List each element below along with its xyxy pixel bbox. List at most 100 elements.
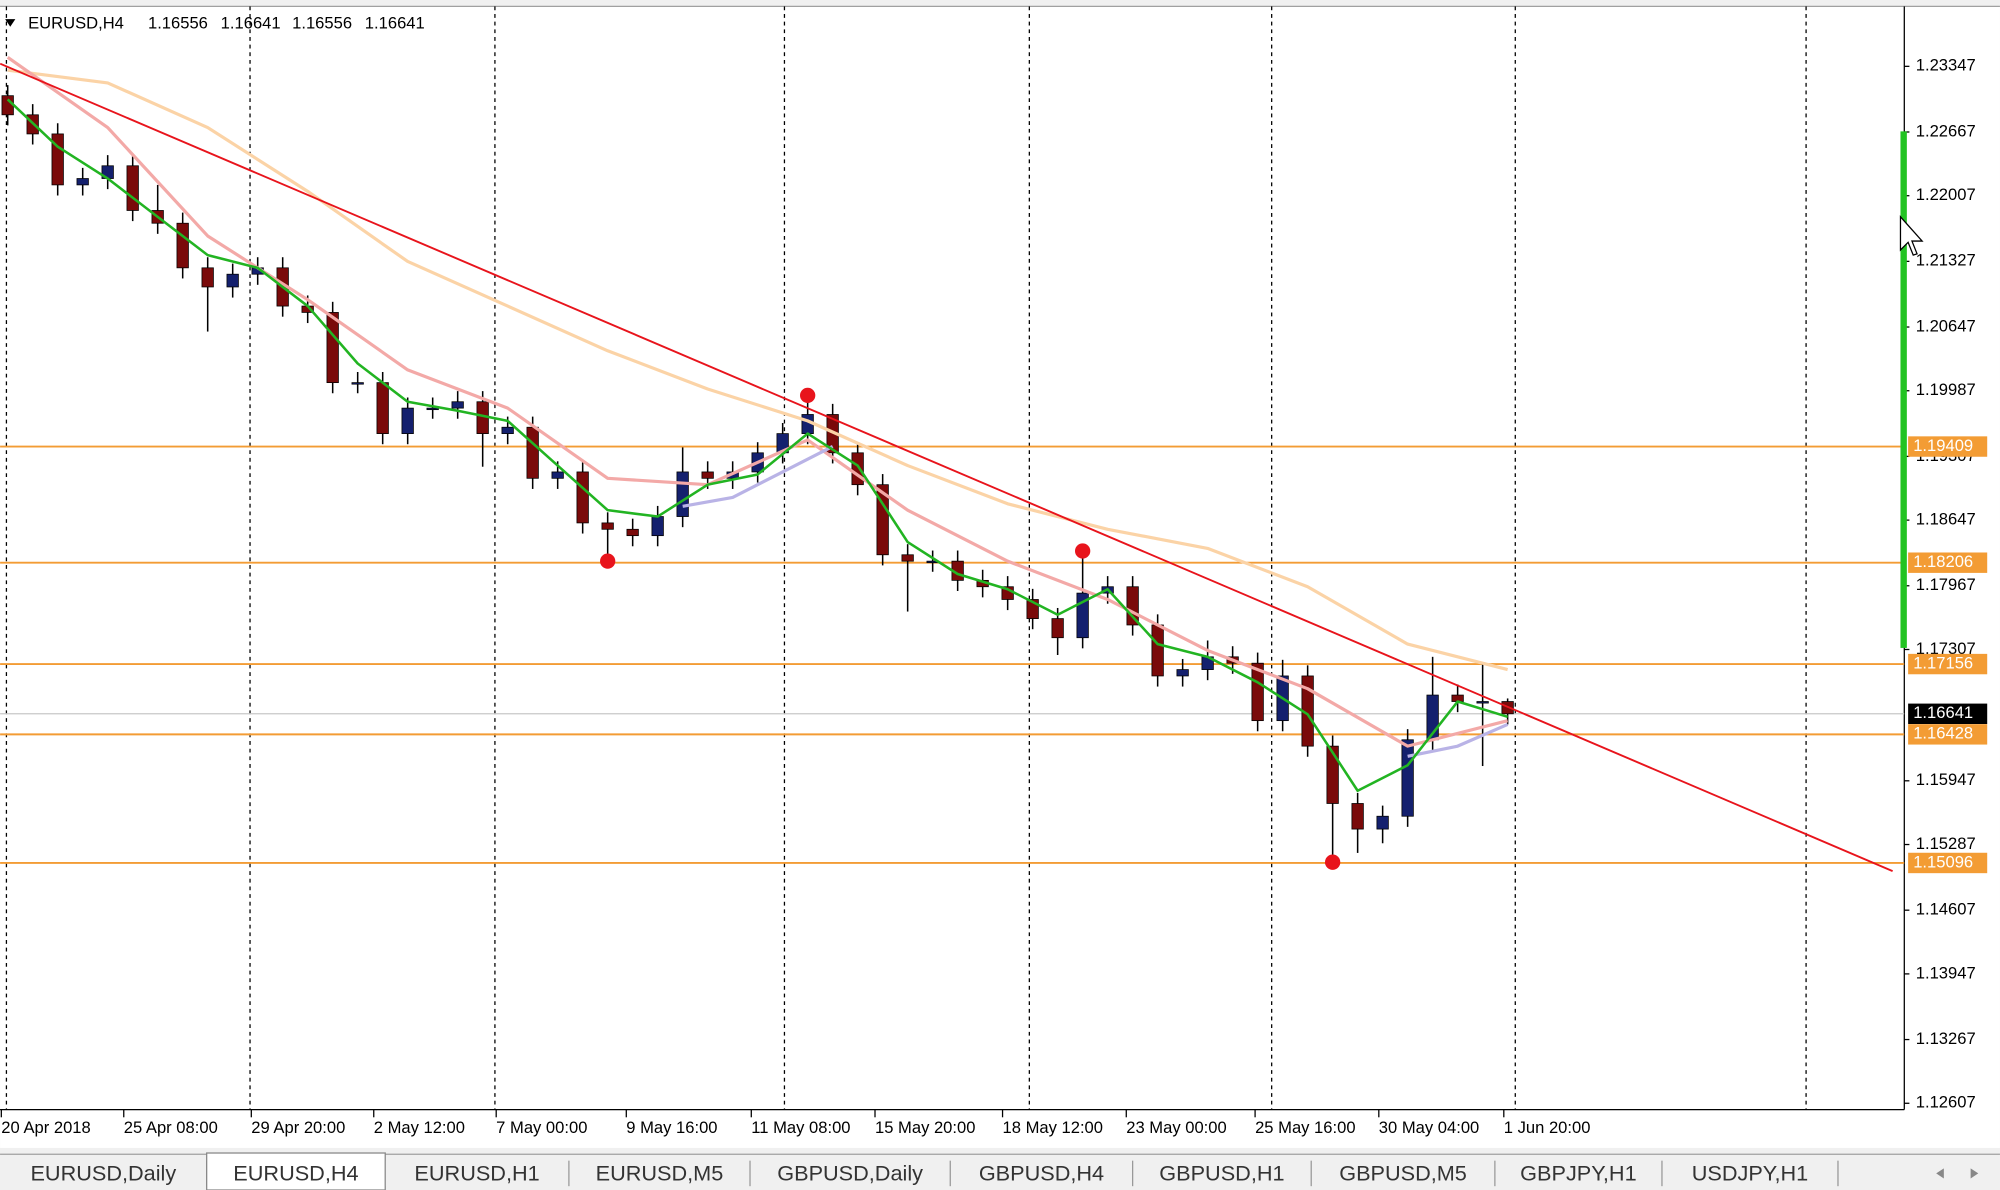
tab[interactable]: GBPUSD,H4 (979, 1160, 1104, 1185)
time-label: 1 Jun 20:00 (1504, 1118, 1591, 1137)
candle-body (1401, 739, 1414, 817)
candle-body (901, 554, 914, 562)
tab[interactable]: GBPUSD,M5 (1339, 1160, 1467, 1185)
candle-body (351, 382, 364, 385)
tab[interactable]: GBPJPY,H1 (1520, 1160, 1636, 1185)
time-label: 23 May 00:00 (1126, 1118, 1226, 1137)
mouse-cursor (1899, 215, 1924, 256)
candle-body (651, 516, 664, 537)
candle-body (51, 133, 64, 186)
moving-average-line (6, 98, 1509, 793)
fractal-marker (1324, 854, 1341, 870)
price-label: 1.18647 (1916, 509, 1976, 528)
level-label-box (1908, 653, 1988, 675)
tab[interactable]: GBPUSD,Daily (777, 1160, 923, 1185)
tab-bar: EURUSD,Daily EURUSD,H4 EURUSD,H1 EURUSD,M5 G… (0, 1152, 2000, 1190)
moving-average-line (682, 445, 1509, 758)
level-label-box (1908, 552, 1988, 573)
time-label: 29 Apr 20:00 (251, 1118, 345, 1137)
tab-active[interactable]: EURUSD,H4 (233, 1160, 358, 1185)
price-label: 1.14607 (1916, 900, 1976, 919)
candle-body (526, 426, 539, 479)
grid-layer (5, 6, 1807, 1110)
tab[interactable]: EURUSD,M5 (596, 1160, 724, 1185)
tab-active-background (206, 1152, 386, 1190)
tab-scroll-left[interactable] (1936, 1168, 1944, 1179)
candle-body (1251, 662, 1264, 722)
margin-indicator-bar (1900, 131, 1907, 648)
header-price: 1.16556 (148, 14, 208, 33)
candle-body (1051, 618, 1064, 639)
price-label: 1.15287 (1916, 834, 1976, 853)
fractal-marker (1074, 543, 1091, 559)
candle-body (1, 95, 14, 116)
level-label-box (1908, 852, 1988, 874)
fractal-marker (600, 553, 616, 569)
time-label: 20 Apr 2018 (1, 1118, 90, 1137)
candle-body (501, 426, 514, 434)
price-label: 1.13947 (1916, 963, 1976, 982)
price-label: 1.12607 (1916, 1093, 1976, 1112)
header-price: 1.16641 (365, 14, 425, 33)
price-label: 1.19987 (1916, 380, 1976, 399)
price-label: 1.15947 (1916, 770, 1976, 789)
candle-body (451, 401, 464, 409)
candle-body (401, 407, 414, 434)
candle-body (626, 528, 639, 537)
chart-background (0, 6, 2000, 1148)
moving-average-line (7, 68, 1509, 672)
level-label: 1.17156 (1913, 653, 1973, 672)
candle-body (176, 222, 189, 269)
candle-body (876, 484, 889, 556)
level-label: 1.19409 (1913, 436, 1973, 455)
candle-body (551, 471, 564, 479)
time-label: 11 May 08:00 (751, 1118, 850, 1137)
candle-body (201, 267, 214, 288)
tab[interactable]: GBPUSD,H1 (1159, 1160, 1284, 1185)
candle-body (601, 522, 614, 530)
candle-body (1026, 599, 1039, 619)
current-price-box (1908, 703, 1988, 724)
level-label-box (1908, 724, 1988, 745)
time-label: 25 Apr 08:00 (124, 1118, 218, 1137)
price-label: 1.17307 (1916, 639, 1976, 658)
price-label: 1.21327 (1916, 251, 1976, 270)
candle-body (1326, 745, 1339, 804)
axis-layer: 20 Apr 2018 25 Apr 08:00 29 Apr 20:00 2 May… (0, 56, 1988, 1137)
price-label: 1.20647 (1916, 316, 1976, 335)
level-label: 1.16428 (1913, 724, 1973, 743)
candle-body (1376, 815, 1389, 830)
time-label: 15 May 20:00 (875, 1118, 975, 1137)
tab[interactable]: EURUSD,H1 (414, 1160, 539, 1185)
trend-line (0, 62, 1893, 872)
candle-body (326, 312, 339, 384)
current-price-label: 1.16641 (1913, 703, 1973, 722)
level-label: 1.18206 (1913, 552, 1973, 571)
price-label: 1.22007 (1916, 185, 1976, 204)
candle-body (226, 273, 239, 288)
price-label: 1.17967 (1916, 575, 1976, 594)
candle-body (1126, 586, 1139, 626)
time-label: 25 May 16:00 (1255, 1118, 1355, 1137)
chart-menu-arrow[interactable] (5, 19, 16, 27)
time-label: 7 May 00:00 (496, 1118, 587, 1137)
candle-body (1351, 803, 1364, 830)
candle-body (76, 178, 89, 186)
candle-body (701, 471, 714, 479)
price-label: 1.13267 (1916, 1029, 1976, 1048)
candle-body (1176, 669, 1189, 677)
candle-body (1476, 701, 1489, 704)
tab-scroll-right[interactable] (1970, 1168, 1979, 1179)
tab[interactable]: USDJPY,H1 (1692, 1160, 1808, 1185)
tab[interactable]: EURUSD,Daily (30, 1160, 176, 1185)
price-label: 1.23347 (1916, 56, 1976, 75)
candle-body (126, 165, 139, 211)
candle-body (676, 471, 689, 517)
chart-symbol: EURUSD,H4 (28, 14, 124, 33)
level-label-box (1908, 436, 1988, 457)
chart-header: EURUSD,H4 1.16556 1.16641 1.16556 1.16641 (28, 14, 425, 33)
level-label: 1.15096 (1913, 852, 1973, 871)
fractal-marker (800, 387, 816, 404)
candle-body (1151, 624, 1164, 677)
